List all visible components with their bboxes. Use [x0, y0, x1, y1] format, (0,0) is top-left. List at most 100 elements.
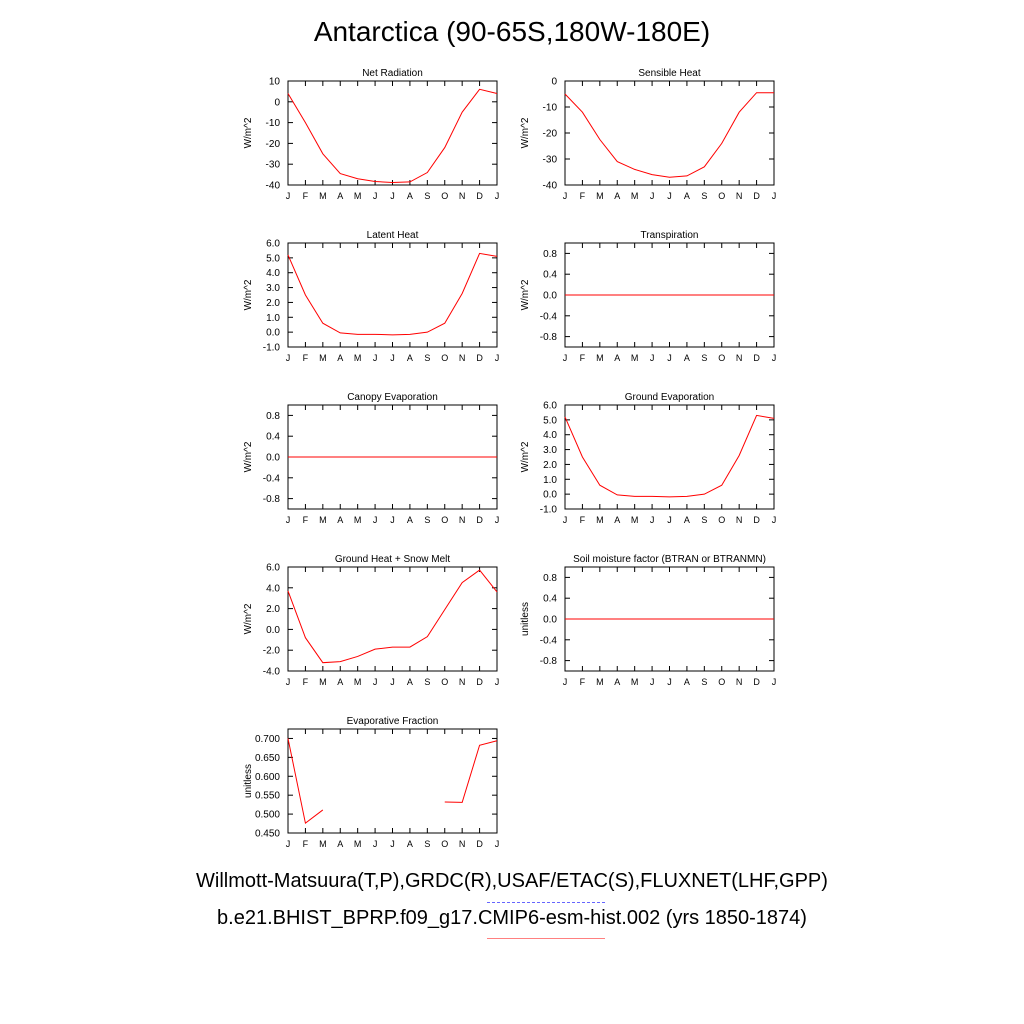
x-tick-label: A: [684, 515, 690, 525]
x-tick-label: A: [684, 353, 690, 363]
x-tick-label: S: [701, 515, 707, 525]
chart-title: Evaporative Fraction: [347, 716, 439, 727]
y-axis-label: W/m^2: [520, 441, 531, 472]
x-tick-label: J: [650, 515, 655, 525]
y-tick-label: 0.8: [266, 411, 280, 422]
x-tick-label: M: [596, 353, 604, 363]
series-line: [564, 92, 774, 178]
x-tick-label: M: [319, 191, 327, 201]
chart-title: Net Radiation: [362, 68, 423, 79]
y-tick-label: -1.0: [540, 505, 558, 516]
chart-title: Transpiration: [641, 230, 699, 241]
y-axis-label: W/m^2: [520, 279, 531, 310]
x-tick-label: F: [580, 353, 586, 363]
series-line: [287, 88, 498, 184]
x-tick-label: D: [476, 191, 483, 201]
y-tick-label: 0: [551, 77, 557, 88]
x-tick-label: N: [459, 353, 466, 363]
x-tick-label: N: [736, 677, 743, 687]
plot-frame: [287, 728, 498, 834]
x-tick-label: J: [390, 515, 395, 525]
x-tick-label: N: [459, 839, 466, 849]
x-tick-label: O: [441, 515, 448, 525]
x-tick-label: N: [459, 515, 466, 525]
x-tick-label: A: [684, 191, 690, 201]
x-tick-label: F: [303, 515, 309, 525]
y-tick-label: 0.8: [543, 249, 557, 260]
y-tick-label: -2.0: [263, 646, 281, 657]
x-tick-label: A: [337, 677, 343, 687]
y-tick-label: 0.4: [543, 594, 557, 605]
x-tick-label: A: [337, 353, 343, 363]
y-tick-label: 0.0: [543, 490, 557, 501]
x-tick-label: O: [441, 191, 448, 201]
x-tick-label: N: [736, 353, 743, 363]
x-tick-label: J: [650, 677, 655, 687]
x-tick-label: O: [441, 839, 448, 849]
x-tick-label: N: [736, 191, 743, 201]
x-tick-label: J: [772, 677, 777, 687]
chart-title: Ground Evaporation: [625, 392, 715, 403]
plot-frame: [287, 242, 498, 348]
x-tick-label: M: [319, 839, 327, 849]
x-tick-label: S: [701, 191, 707, 201]
y-tick-label: 3.0: [543, 445, 557, 456]
x-tick-label: S: [424, 191, 430, 201]
x-tick-label: M: [596, 515, 604, 525]
x-tick-label: A: [337, 515, 343, 525]
chart-title: Ground Heat + Snow Melt: [335, 554, 451, 565]
legend-observations: Willmott-Matsuura(T,P),GRDC(R),USAF/ETAC…: [196, 870, 828, 892]
series-line: [287, 569, 498, 664]
x-tick-label: N: [459, 191, 466, 201]
series-line: [564, 414, 775, 498]
x-tick-label: M: [354, 191, 362, 201]
x-tick-label: F: [580, 677, 586, 687]
y-tick-label: 0.650: [255, 753, 280, 764]
x-tick-label: J: [563, 515, 568, 525]
x-tick-label: D: [476, 353, 483, 363]
x-tick-label: J: [495, 677, 500, 687]
y-tick-label: -20: [543, 129, 558, 140]
x-tick-label: M: [631, 515, 639, 525]
x-tick-label: J: [373, 191, 378, 201]
y-tick-label: -30: [266, 160, 281, 171]
x-tick-label: M: [354, 839, 362, 849]
x-tick-label: A: [407, 515, 413, 525]
x-tick-label: N: [736, 515, 743, 525]
y-tick-label: -0.8: [540, 332, 558, 343]
x-tick-label: O: [718, 677, 725, 687]
x-tick-label: M: [319, 353, 327, 363]
y-tick-label: -40: [543, 181, 558, 192]
y-tick-label: 0.0: [266, 453, 280, 464]
y-tick-label: 0.0: [266, 625, 280, 636]
series-line: [287, 738, 498, 825]
plot-frame: [564, 80, 775, 186]
x-tick-label: M: [596, 191, 604, 201]
x-tick-label: J: [495, 353, 500, 363]
x-tick-label: F: [303, 353, 309, 363]
y-axis-label: unitless: [243, 764, 254, 798]
x-tick-label: J: [373, 839, 378, 849]
chart-soil-moisture-factor-btran-or-btranmn: Soil moisture factor (BTRAN or BTRANMN) u…: [520, 554, 776, 687]
y-tick-label: -30: [543, 155, 558, 166]
x-tick-label: J: [772, 191, 777, 201]
y-tick-label: -1.0: [263, 343, 281, 354]
y-tick-label: 6.0: [266, 239, 280, 250]
y-axis-label: W/m^2: [243, 117, 254, 148]
x-tick-label: J: [390, 353, 395, 363]
x-tick-label: J: [563, 191, 568, 201]
x-tick-label: F: [580, 191, 586, 201]
chart-title: Latent Heat: [367, 230, 419, 241]
x-tick-label: M: [354, 353, 362, 363]
x-tick-label: A: [407, 839, 413, 849]
x-tick-label: M: [319, 515, 327, 525]
y-tick-label: 2.0: [266, 604, 280, 615]
x-tick-label: J: [563, 353, 568, 363]
x-tick-label: D: [753, 515, 760, 525]
y-axis-label: W/m^2: [520, 117, 531, 148]
